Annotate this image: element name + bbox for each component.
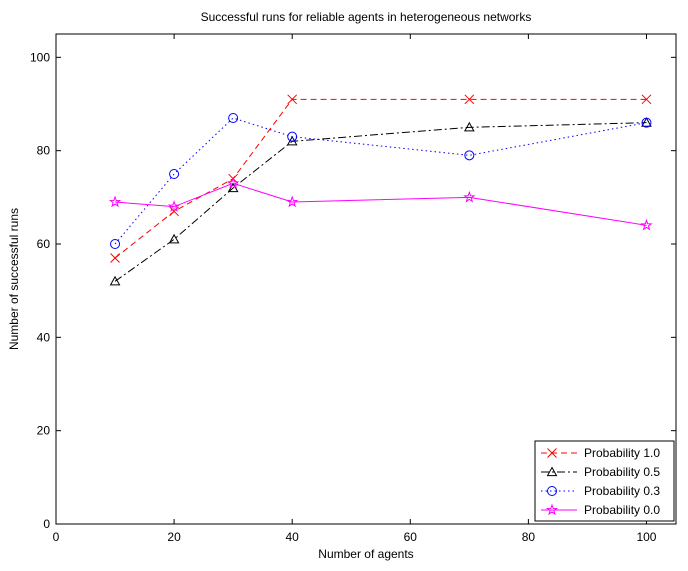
legend-label: Probability 0.3 xyxy=(584,484,660,498)
data-point xyxy=(109,275,121,286)
series-layer xyxy=(108,94,653,286)
y-tick-label: 100 xyxy=(30,50,50,64)
legend-marker xyxy=(547,448,557,458)
legend-label: Probability 1.0 xyxy=(584,446,660,460)
data-point xyxy=(228,113,239,123)
x-tick-label: 100 xyxy=(636,530,656,544)
data-point xyxy=(640,218,653,231)
data-point xyxy=(226,176,240,189)
series-line xyxy=(114,117,647,245)
x-axis-title: Number of agents xyxy=(318,547,413,561)
y-tick-label: 80 xyxy=(37,144,51,158)
data-point xyxy=(167,200,181,212)
series-line xyxy=(114,122,647,282)
legend-box xyxy=(534,440,675,522)
legend-label: Probability 0.5 xyxy=(584,465,660,479)
legend-marker xyxy=(546,466,558,477)
series-3 xyxy=(108,176,653,231)
legend-marker xyxy=(547,486,557,496)
data-point xyxy=(641,117,652,128)
data-point xyxy=(286,195,299,208)
legend-label: Probability 0.0 xyxy=(584,503,660,517)
legend: Probability 1.0 Probability 0.5 Probabilit… xyxy=(534,440,675,522)
data-point xyxy=(110,253,120,263)
data-point xyxy=(641,117,652,127)
series-line xyxy=(114,98,647,259)
data-point xyxy=(287,94,298,105)
data-point xyxy=(227,182,239,193)
data-point xyxy=(464,94,475,105)
data-point xyxy=(169,169,180,179)
data-point xyxy=(168,233,180,244)
x-tick-label: 80 xyxy=(522,530,536,544)
y-axis-title: Number of successful runs xyxy=(7,208,21,350)
data-point xyxy=(464,150,475,161)
y-tick-label: 20 xyxy=(37,424,51,438)
chart-title: Successful runs for reliable agents in h… xyxy=(201,10,532,24)
x-tick-label: 0 xyxy=(53,530,60,544)
data-point xyxy=(110,239,121,249)
series-0 xyxy=(110,94,652,263)
y-tick-label: 40 xyxy=(37,330,51,344)
data-point xyxy=(463,190,476,203)
series-line xyxy=(115,182,647,226)
x-tick-label: 40 xyxy=(286,530,300,544)
data-point xyxy=(108,195,122,208)
y-tick-label: 60 xyxy=(37,237,51,251)
data-point xyxy=(287,131,298,142)
data-point xyxy=(463,121,475,132)
y-tick-label: 0 xyxy=(43,517,50,531)
series-2 xyxy=(110,113,652,249)
x-tick-label: 60 xyxy=(404,530,418,544)
series-1 xyxy=(109,117,652,286)
data-point xyxy=(641,94,652,105)
data-point xyxy=(169,206,179,217)
legend-marker xyxy=(545,503,559,516)
x-tick-label: 20 xyxy=(167,530,181,544)
axis-ticks: 0 20 40 60 80 100 0 20 40 60 80 100 xyxy=(30,34,676,544)
